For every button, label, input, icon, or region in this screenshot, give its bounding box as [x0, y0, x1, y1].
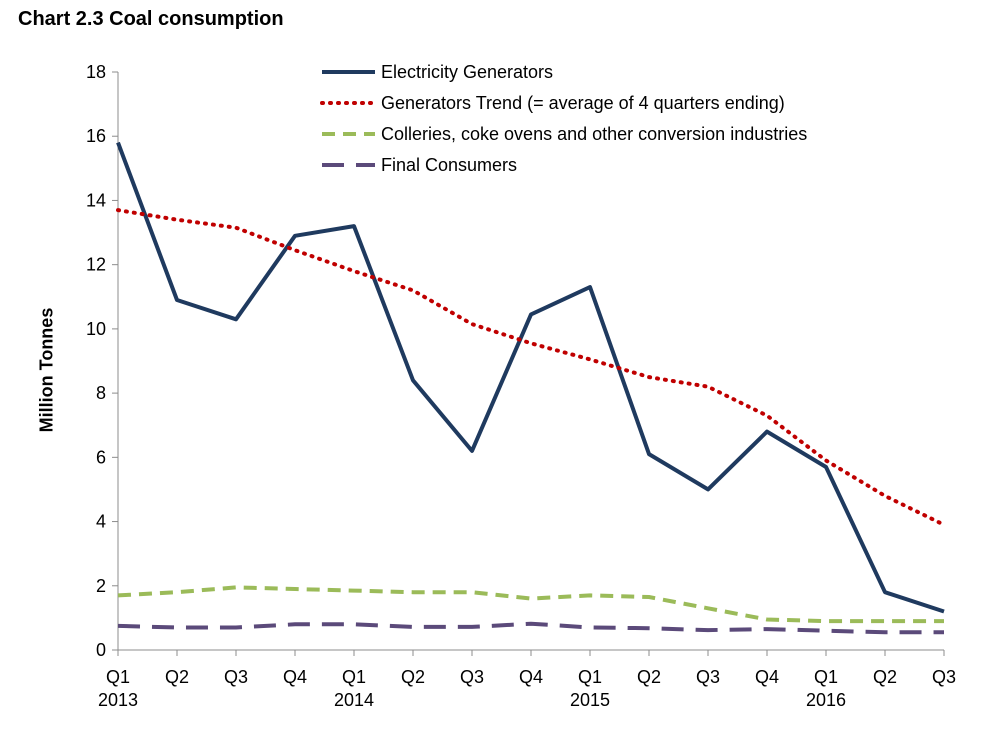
- y-tick-label: 4: [96, 512, 106, 532]
- x-tick-label: Q4: [283, 667, 307, 687]
- legend-label-3: Colleries, coke ovens and other conversi…: [381, 124, 807, 144]
- y-tick-label: 12: [86, 255, 106, 275]
- x-tick-label: Q4: [519, 667, 543, 687]
- y-tick-label: 16: [86, 126, 106, 146]
- y-tick-label: 8: [96, 383, 106, 403]
- y-tick-label: 2: [96, 576, 106, 596]
- legend-label-4: Final Consumers: [381, 155, 517, 175]
- x-tick-label: Q1: [578, 667, 602, 687]
- y-tick-label: 10: [86, 319, 106, 339]
- x-tick-label: Q2: [873, 667, 897, 687]
- y-tick-label: 0: [96, 640, 106, 660]
- legend-label-2: Generators Trend (= average of 4 quarter…: [381, 93, 785, 113]
- x-tick-label: Q2: [401, 667, 425, 687]
- series-line-4: [117, 621, 944, 635]
- x-tick-label: Q1: [342, 667, 366, 687]
- x-year-label: 2016: [806, 690, 846, 710]
- x-tick-label: Q1: [106, 667, 130, 687]
- series-line-2: [116, 208, 946, 527]
- x-tick-label: Q4: [755, 667, 779, 687]
- x-tick-label: Q3: [932, 667, 956, 687]
- x-tick-label: Q1: [814, 667, 838, 687]
- x-tick-label: Q3: [696, 667, 720, 687]
- series-lines: [116, 141, 946, 635]
- x-year-label: 2015: [570, 690, 610, 710]
- series-line-1: [116, 141, 945, 614]
- x-tick-label: Q2: [165, 667, 189, 687]
- x-tick-label: Q3: [460, 667, 484, 687]
- series-line-3: [117, 585, 944, 624]
- x-tick-label: Q3: [224, 667, 248, 687]
- x-year-label: 2014: [334, 690, 374, 710]
- y-tick-label: 6: [96, 447, 106, 467]
- x-tick-label: Q2: [637, 667, 661, 687]
- legend-label-1: Electricity Generators: [381, 62, 553, 82]
- legend: Electricity Generators Generators Trend (…: [320, 62, 807, 175]
- x-year-label: 2013: [98, 690, 138, 710]
- y-tick-label: 18: [86, 62, 106, 82]
- axes: 0 2 4 6 8 10 12 14 16 18 Q1 Q2 Q3 Q4 Q1 Q2 Q3 Q4 Q1 Q2 Q3 Q4 Q…: [86, 62, 956, 710]
- y-tick-label: 14: [86, 190, 106, 210]
- chart-title: Chart 2.3 Coal consumption: [18, 8, 284, 30]
